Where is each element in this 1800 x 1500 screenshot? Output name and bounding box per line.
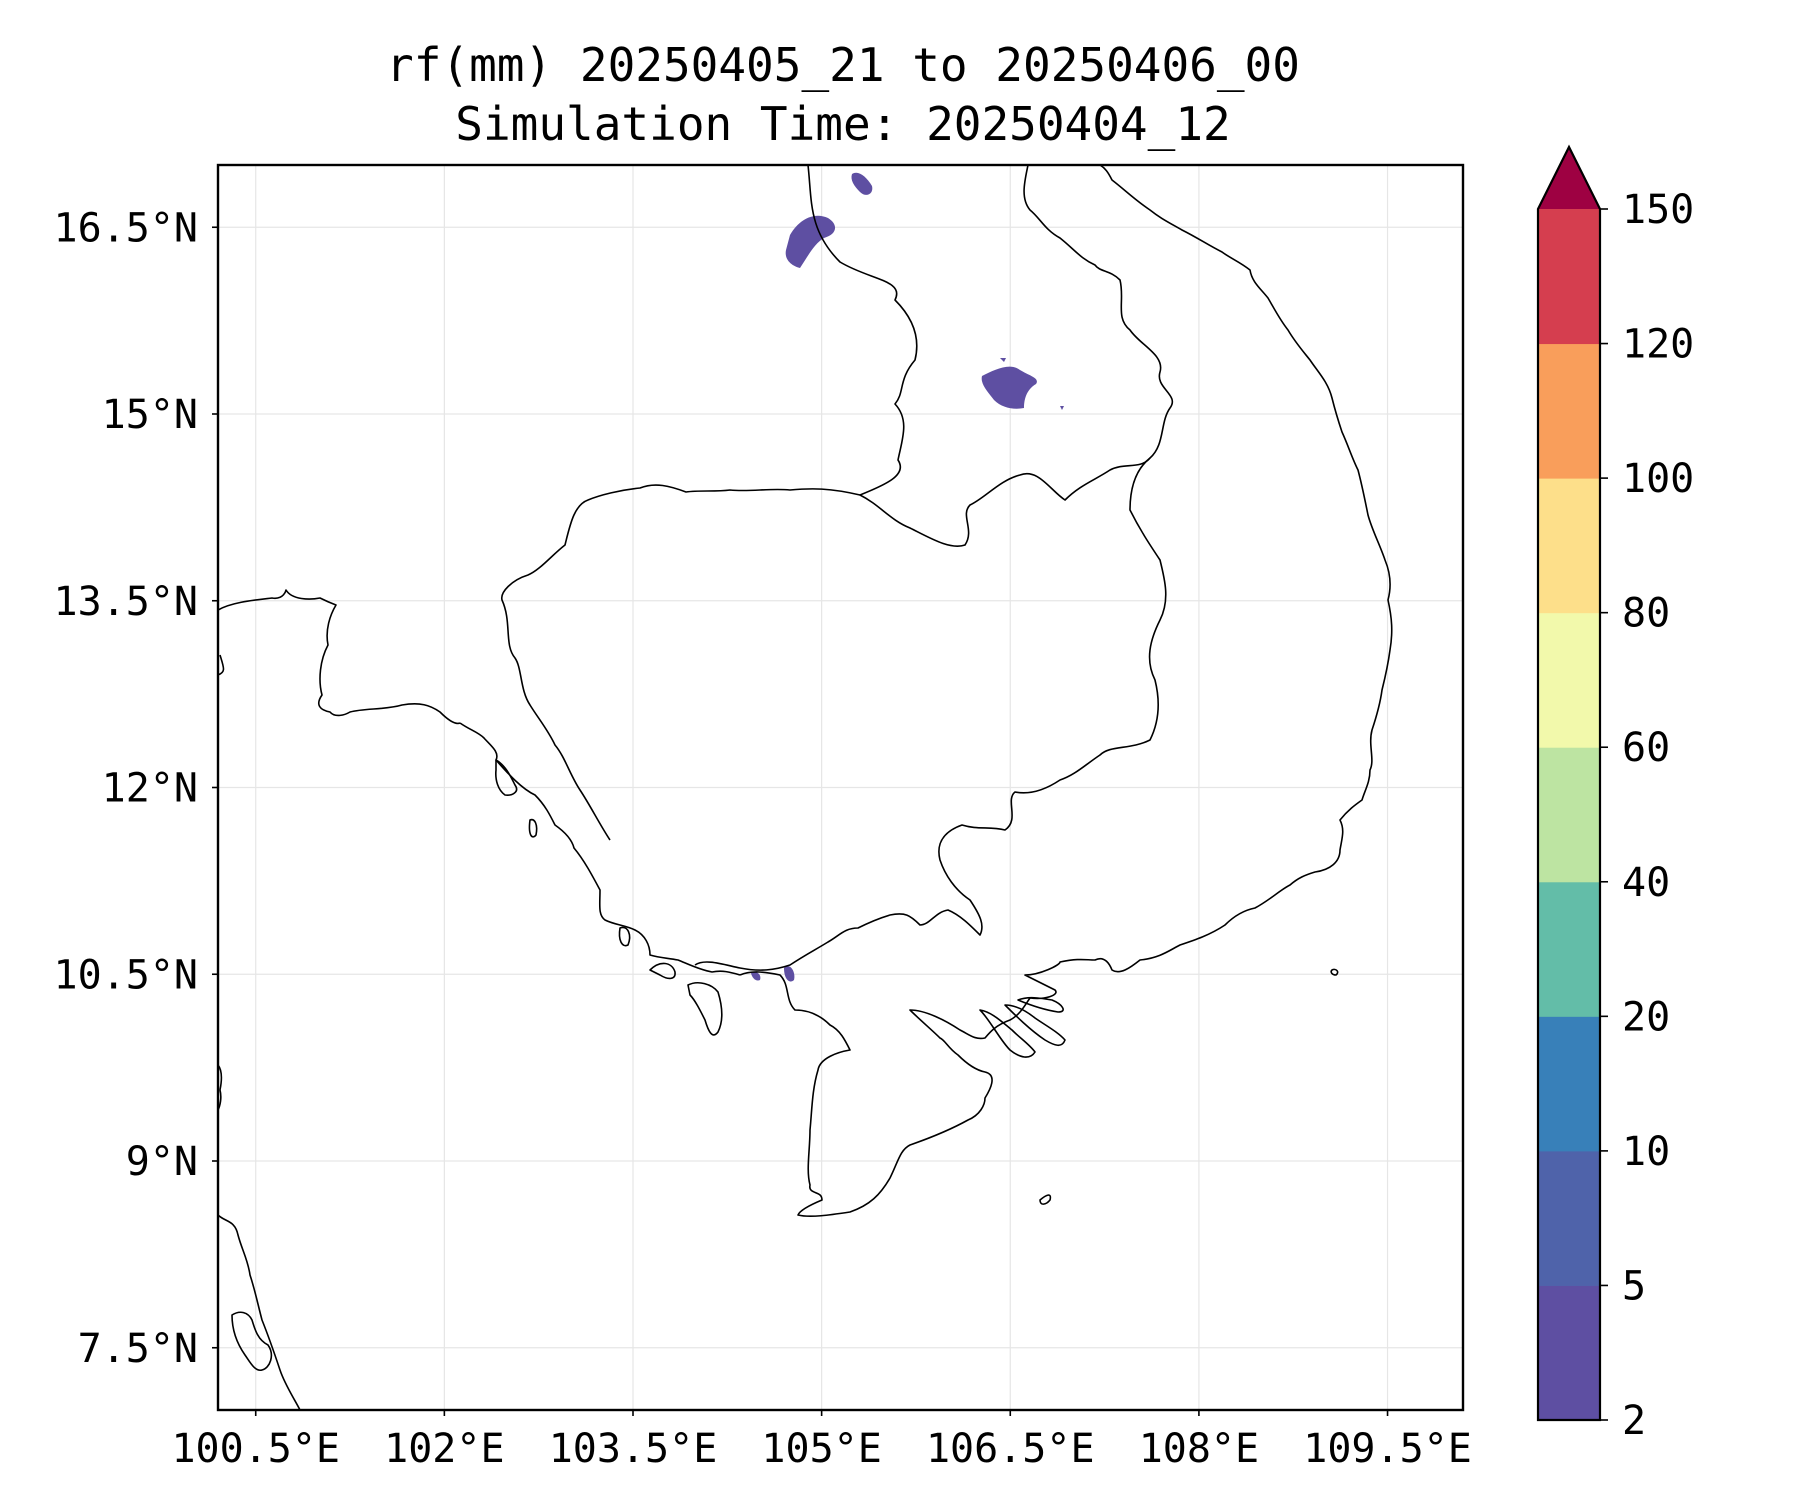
- colorbar-tick-label: 150: [1622, 187, 1694, 233]
- x-tick-label: 105°E: [761, 1426, 881, 1472]
- colorbar-tick-label: 60: [1622, 725, 1670, 771]
- x-tick-label: 108°E: [1139, 1426, 1259, 1472]
- rain-patch: [1060, 406, 1064, 410]
- rain-patch: [1000, 358, 1006, 362]
- colorbar-segment: [1538, 747, 1600, 883]
- map-title-line-1: rf(mm) 20250405_21 to 20250406_00: [386, 38, 1300, 92]
- y-axis-ticks: 16.5°N 15°N 13.5°N 12°N 10.5°N 9°N 7.5°N: [54, 205, 218, 1372]
- colorbar-tick-label: 100: [1622, 456, 1694, 502]
- y-tick-label: 12°N: [102, 766, 198, 812]
- colorbar-segment: [1538, 343, 1600, 479]
- x-tick-label: 100.5°E: [171, 1426, 340, 1472]
- y-tick-label: 13.5°N: [54, 579, 199, 625]
- x-tick-label: 103.5°E: [549, 1426, 718, 1472]
- x-tick-label: 102°E: [384, 1426, 504, 1472]
- y-tick-label: 15°N: [102, 392, 198, 438]
- y-tick-label: 7.5°N: [78, 1326, 198, 1372]
- colorbar-extend-max: [1538, 147, 1600, 209]
- colorbar-segment: [1538, 209, 1600, 345]
- colorbar-tick-label: 120: [1622, 322, 1694, 368]
- rain-patch: [785, 215, 836, 268]
- rain-patch: [784, 966, 795, 982]
- colorbar-tick-label: 80: [1622, 591, 1670, 637]
- colorbar-segment: [1538, 612, 1600, 748]
- colorbar-segment: [1538, 1150, 1600, 1286]
- colorbar-segment: [1538, 1016, 1600, 1152]
- country-borders: [218, 165, 1174, 971]
- colorbar: 2 5 10 20 40 60 80 100 120 150: [1536, 144, 1694, 1444]
- y-tick-label: 10.5°N: [54, 952, 199, 998]
- colorbar-tick-label: 10: [1622, 1129, 1670, 1175]
- rain-patch: [851, 172, 873, 195]
- map-title-line-2: Simulation Time: 20250404_12: [455, 97, 1231, 151]
- colorbar-segment: [1538, 881, 1600, 1017]
- colorbar-tick-label: 40: [1622, 860, 1670, 906]
- colorbar-tick-label: 2: [1622, 1398, 1646, 1444]
- colorbar-tick-label: 5: [1622, 1263, 1646, 1309]
- colorbar-segment: [1538, 478, 1600, 614]
- x-axis-ticks: 100.5°E 102°E 103.5°E 105°E 106.5°E 108°E 109.…: [171, 1410, 1472, 1472]
- y-tick-label: 16.5°N: [54, 205, 199, 251]
- colorbar-tick-label: 20: [1622, 994, 1670, 1040]
- gridlines: [218, 165, 1463, 1410]
- colorbar-segment: [1538, 1285, 1600, 1421]
- rainfall-patches: [751, 172, 1064, 982]
- x-tick-label: 106.5°E: [926, 1426, 1095, 1472]
- colorbar-outline: [1536, 144, 1602, 1422]
- coastlines: [218, 165, 1393, 1410]
- y-tick-label: 9°N: [126, 1139, 198, 1185]
- x-tick-label: 109.5°E: [1303, 1426, 1472, 1472]
- rain-patch: [751, 971, 761, 981]
- rain-patch: [981, 366, 1037, 409]
- geography: [218, 165, 1393, 1410]
